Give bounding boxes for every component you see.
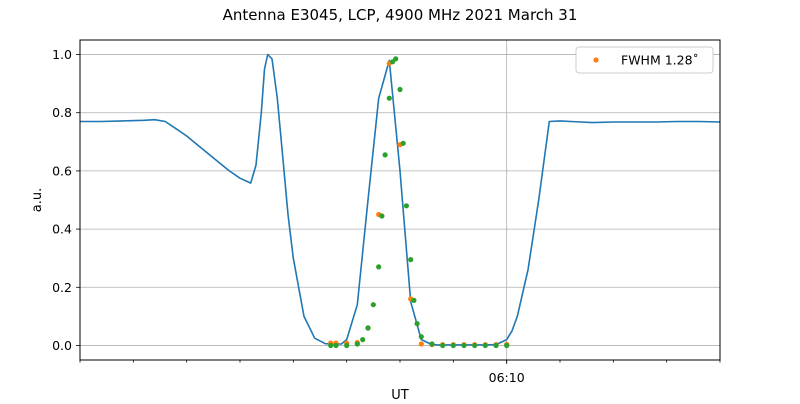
y-tick-label: 0.6 bbox=[52, 163, 72, 178]
chart-title: Antenna E3045, LCP, 4900 MHz 2021 March … bbox=[223, 6, 578, 24]
sample-point bbox=[504, 342, 510, 349]
sample-point bbox=[411, 297, 417, 303]
sample-point bbox=[376, 264, 382, 270]
axis-ticks: 0.0 0.2 0.4 0.6 0.8 1.0 06:10 bbox=[52, 47, 721, 385]
sample-point bbox=[365, 325, 371, 331]
legend-marker bbox=[593, 57, 599, 63]
y-tick-label: 1.0 bbox=[52, 47, 72, 62]
sample-point bbox=[493, 342, 499, 349]
sample-point bbox=[472, 342, 478, 349]
sample-point bbox=[400, 140, 406, 146]
x-tick-label: 06:10 bbox=[489, 370, 525, 385]
sample-point bbox=[344, 342, 350, 349]
sample-point bbox=[370, 302, 376, 308]
fit-point bbox=[418, 341, 424, 347]
sample-point bbox=[482, 342, 488, 349]
grid-lines bbox=[80, 40, 720, 360]
sample-point bbox=[450, 342, 456, 349]
y-tick-label: 0.2 bbox=[52, 280, 72, 295]
sample-point bbox=[440, 342, 446, 349]
series-line bbox=[80, 53, 721, 346]
sample-point bbox=[393, 56, 399, 62]
sample-point bbox=[382, 152, 388, 158]
x-axis-label: UT bbox=[391, 388, 409, 400]
legend: FWHM 1.28˚ bbox=[575, 46, 714, 74]
sample-point bbox=[429, 341, 435, 347]
sample-point bbox=[408, 257, 414, 263]
sample-point bbox=[328, 342, 334, 349]
sample-point bbox=[403, 203, 409, 209]
y-tick-label: 0.4 bbox=[52, 222, 72, 237]
data-layer bbox=[80, 53, 721, 349]
sample-point bbox=[386, 95, 392, 101]
sample-point bbox=[461, 342, 467, 349]
sample-point bbox=[418, 334, 424, 340]
sample-point bbox=[397, 86, 403, 93]
sample-point bbox=[414, 321, 420, 327]
legend-label: FWHM 1.28˚ bbox=[621, 53, 699, 68]
legend-box bbox=[575, 46, 714, 74]
sample-point bbox=[379, 213, 385, 219]
sample-point bbox=[360, 337, 366, 343]
y-tick-label: 0.8 bbox=[52, 105, 72, 120]
y-axis-label: a.u. bbox=[30, 188, 45, 212]
sample-point bbox=[354, 341, 360, 347]
y-tick-label: 0.0 bbox=[52, 338, 72, 353]
sample-point bbox=[333, 342, 339, 349]
plot-frame bbox=[79, 39, 721, 361]
